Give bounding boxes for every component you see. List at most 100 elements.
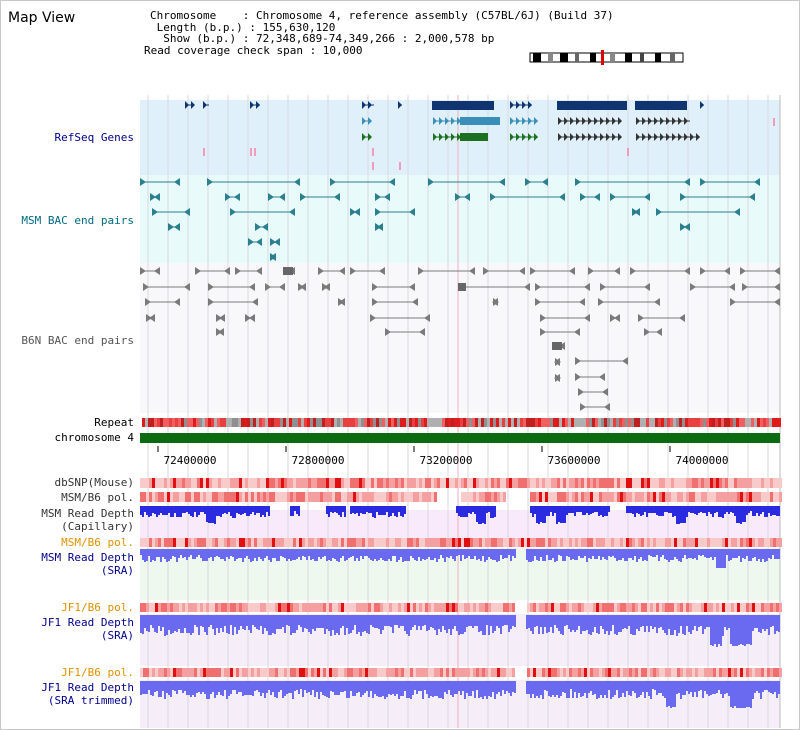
jf1-sra-depth-bar: [512, 615, 514, 626]
repeat-segment: [400, 418, 403, 427]
dbsnp-cell: [179, 478, 182, 488]
track-label-msm-read-depth-capillary[interactable]: MSM Read Depth (Capillary): [41, 507, 134, 533]
dbsnp-cell: [161, 478, 164, 488]
bac-end-marker: [249, 283, 255, 291]
msm-capillary-depth-bar: [374, 506, 376, 518]
msm-pol-cell: [191, 492, 194, 502]
msm-pol-cell: [182, 492, 185, 502]
track-label-jf1-read-depth-trimmed[interactable]: JF1 Read Depth (SRA trimmed): [41, 681, 134, 707]
dbsnp-cell: [644, 478, 647, 488]
msm-pol-cell: [698, 492, 701, 502]
msm-pol-cell: [356, 492, 359, 502]
jf1-sra-depth-bar: [486, 615, 488, 625]
track-label-jf1-b6-pol-2[interactable]: JF1/B6 pol.: [61, 666, 134, 679]
jf1-sra-depth-bar: [482, 615, 484, 635]
jf1-pol-cell: [470, 603, 473, 612]
jf1-trim-depth-bar: [224, 681, 226, 690]
jf1-trim-depth-bar: [472, 681, 474, 691]
jf1-pol-cell: [611, 668, 614, 677]
jf1-pol-cell: [551, 668, 554, 677]
msm-capillary-depth-bar: [144, 506, 146, 512]
track-label-repeat[interactable]: Repeat: [94, 416, 134, 429]
msm-capillary-depth-bar: [604, 506, 606, 516]
gene-exon-arrow: [660, 117, 664, 125]
jf1-pol-cell: [482, 603, 485, 612]
jf1-pol-cell: [161, 668, 164, 677]
jf1-pol-cell: [542, 603, 545, 612]
dbsnp-cell: [407, 478, 410, 488]
track-label-dbsnp[interactable]: dbSNP(Mouse): [54, 476, 134, 489]
jf1-pol-cell: [662, 668, 665, 677]
bac-end-marker: [535, 283, 541, 291]
track-label-jf1-b6-pol-1[interactable]: JF1/B6 pol.: [61, 601, 134, 614]
dbsnp-cell: [233, 478, 236, 488]
jf1-pol-cell: [341, 603, 344, 612]
msm-capillary-depth-bar: [462, 506, 464, 517]
track-label-msm-read-depth-sra[interactable]: MSM Read Depth (SRA): [41, 551, 134, 577]
msm-pol-cell: [329, 492, 332, 502]
jf1-pol-cell: [428, 668, 431, 677]
jf1-pol-cell: [212, 668, 215, 677]
bac-end-marker: [262, 223, 268, 231]
msm-sra-depth-bar: [144, 549, 146, 562]
msm-pol-cell: [254, 492, 257, 502]
msm-sra-depth-bar: [656, 549, 658, 555]
msm-capillary-depth-bar: [400, 506, 402, 516]
msm-capillary-depth-bar: [564, 506, 566, 523]
jf1-sra-depth-bar: [748, 615, 750, 644]
track-label-msm-b6-pol-2[interactable]: MSM/B6 pol.: [61, 536, 134, 549]
jf1-sra-depth-bar: [290, 615, 292, 635]
dbsnp-cell: [641, 478, 644, 488]
dbsnp-cell: [197, 478, 200, 488]
track-label-chromosome[interactable]: chromosome 4: [54, 431, 134, 444]
jf1-sra-depth-bar: [562, 615, 564, 635]
msm-pol-cell: [542, 492, 545, 502]
msm-sra-depth-bar: [474, 549, 476, 556]
jf1-pol-cell: [539, 668, 542, 677]
msm-sra-depth-bar: [328, 549, 330, 560]
msm-pol-cell: [587, 538, 590, 547]
dbsnp-cell: [518, 478, 521, 488]
track-label-jf1-read-depth-sra[interactable]: JF1 Read Depth (SRA): [41, 616, 134, 642]
msm-capillary-depth-bar: [672, 506, 674, 517]
track-label-b6n-bac[interactable]: B6N BAC end pairs: [21, 334, 134, 347]
repeat-segment: [598, 418, 601, 427]
jf1-trim-depth-bar: [536, 681, 538, 696]
jf1-sra-depth-bar: [398, 615, 400, 628]
msm-capillary-depth-bar: [576, 506, 578, 512]
jf1-trim-depth-bar: [166, 681, 168, 693]
msm-pol-cell: [749, 492, 752, 502]
gene-exon-arrow: [528, 101, 532, 109]
repeat-segment: [745, 418, 748, 427]
msm-pol-cell: [737, 538, 740, 547]
msm-capillary-depth-bar: [344, 506, 346, 517]
track-label-msm-bac[interactable]: MSM BAC end pairs: [21, 214, 134, 227]
jf1-trim-depth-bar: [150, 681, 152, 695]
label-line: (SRA): [100, 564, 134, 577]
jf1-pol-cell: [173, 603, 176, 612]
msm-pol-cell: [257, 538, 260, 547]
dbsnp-cell: [563, 478, 566, 488]
track-label-msm-b6-pol-1[interactable]: MSM/B6 pol.: [61, 491, 134, 504]
msm-pol-cell: [281, 492, 284, 502]
jf1-trim-depth-bar: [262, 681, 264, 693]
jf1-pol-cell: [770, 603, 773, 612]
msm-sra-depth-bar: [744, 549, 746, 559]
msm-pol-cell: [503, 492, 506, 502]
msm-sra-depth-bar: [402, 549, 404, 562]
jf1-pol-cell: [305, 603, 308, 612]
gene-exon-arrow: [648, 133, 652, 141]
jf1-pol-cell: [641, 603, 644, 612]
msm-capillary-depth-bar: [378, 506, 380, 515]
gene-marker: [254, 148, 256, 156]
jf1-pol-cell: [512, 668, 515, 677]
jf1-sra-depth-bar: [538, 615, 540, 634]
msm-capillary-depth-bar: [368, 506, 370, 513]
msm-sra-depth-bar: [532, 549, 534, 561]
gene-exon-arrow: [618, 117, 622, 125]
msm-capillary-depth-bar: [242, 506, 244, 514]
jf1-trim-depth-bar: [430, 681, 432, 696]
track-label-refseq[interactable]: RefSeq Genes: [54, 131, 134, 144]
dbsnp-cell: [503, 478, 506, 488]
